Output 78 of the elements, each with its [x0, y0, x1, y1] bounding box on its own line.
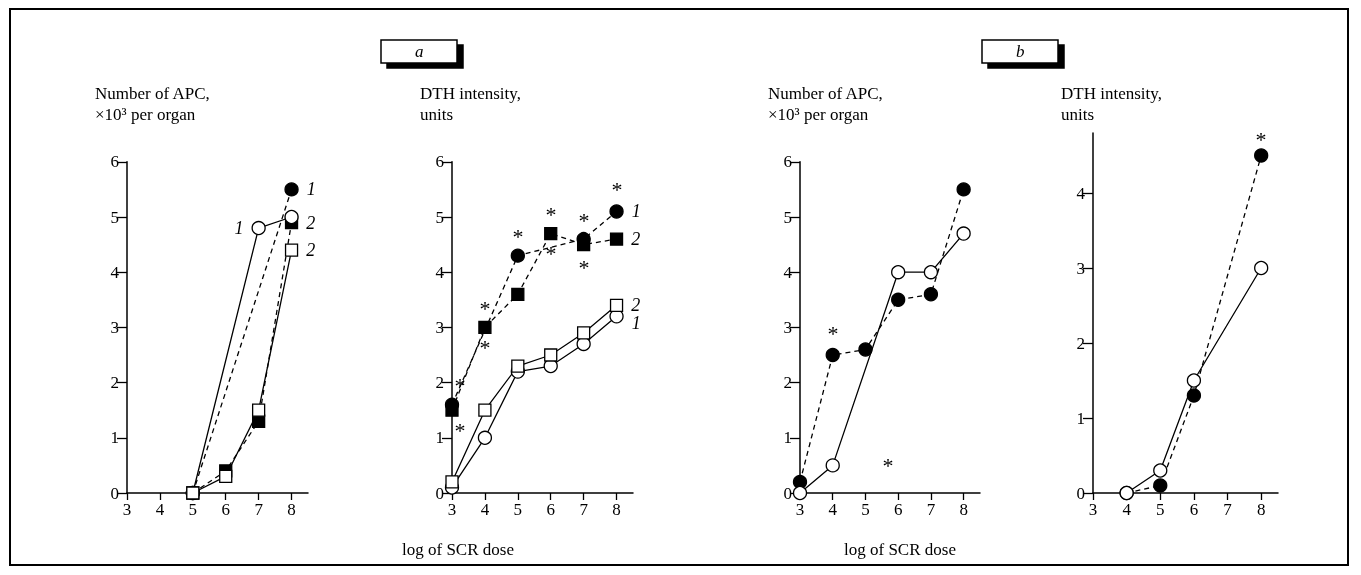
y-tick-label: 1 [110, 428, 119, 448]
y-tick-label: 3 [783, 317, 792, 337]
y-tick-label: 1 [783, 428, 792, 448]
y-tick-label: 5 [110, 207, 119, 227]
x-axis-title: log of SCR dose [844, 540, 956, 559]
y-tick-label: 5 [783, 207, 792, 227]
x-tick-label: 7 [926, 500, 936, 519]
annotation: * [479, 334, 491, 360]
annotation: * [545, 201, 557, 227]
y-tick-label: 4 [435, 262, 445, 282]
annotation: * [578, 254, 590, 280]
x-tick-label: 6 [1189, 500, 1199, 519]
x-tick-label: 3 [1088, 500, 1098, 519]
y-tick-label: 1 [1076, 408, 1085, 428]
y-tick-label: 2 [783, 373, 792, 393]
x-tick-label: 7 [254, 500, 264, 519]
x-tick-label: 5 [513, 500, 523, 519]
y-tick-label: 4 [1076, 183, 1086, 203]
y-axis-title: Number of APC, ×10³ per organ [768, 84, 883, 124]
x-tick-label: 4 [828, 500, 838, 519]
x-tick-label: 6 [546, 500, 555, 519]
x-tick-label: 8 [612, 500, 621, 519]
x-tick-label: 4 [155, 500, 165, 519]
x-tick-label: 3 [795, 500, 805, 519]
y-axis-title: DTH intensity, units [420, 84, 521, 124]
x-tick-label: 8 [1256, 500, 1266, 519]
annotation: * [827, 320, 839, 346]
x-tick-label: 8 [959, 500, 968, 519]
x-tick-label: 6 [221, 500, 230, 519]
x-tick-label: 4 [1122, 500, 1132, 519]
y-axis-title: DTH intensity, units [1061, 84, 1162, 124]
annotation: * [611, 176, 623, 202]
annotation: * [1255, 126, 1267, 152]
annotation: * [578, 207, 590, 233]
series-label: 2 [306, 240, 316, 261]
y-tick-label: 3 [435, 317, 444, 337]
annotation: * [512, 223, 524, 249]
y-tick-label: 2 [1076, 333, 1085, 353]
annotation: * [454, 417, 466, 443]
y-tick-label: 2 [110, 373, 119, 393]
series-label: 1 [306, 179, 316, 200]
y-tick-label: 1 [435, 428, 444, 448]
x-tick-label: 5 [188, 500, 198, 519]
x-tick-label: 4 [480, 500, 490, 519]
x-tick-label: 7 [579, 500, 589, 519]
chart-title: a [415, 42, 424, 61]
y-tick-label: 3 [1076, 258, 1085, 278]
series-label: 2 [631, 295, 641, 316]
x-tick-label: 3 [122, 500, 132, 519]
chart-title: b [1016, 42, 1025, 61]
x-tick-label: 6 [893, 500, 903, 519]
y-tick-label: 3 [110, 317, 119, 337]
series-label: 2 [631, 229, 641, 250]
y-tick-label: 0 [1076, 483, 1085, 503]
series-label: 1 [234, 218, 244, 239]
y-tick-label: 0 [783, 483, 792, 503]
x-axis-title: log of SCR dose [402, 540, 514, 559]
y-tick-label: 4 [110, 262, 120, 282]
series-label: 1 [631, 201, 641, 222]
y-axis-title: Number of APC, ×10³ per organ [95, 84, 210, 124]
y-tick-label: 0 [435, 483, 444, 503]
annotation: * [479, 295, 491, 321]
series-label: 2 [306, 212, 316, 233]
series-label: 1 [631, 313, 641, 334]
x-tick-label: 5 [861, 500, 870, 519]
y-tick-label: 2 [435, 373, 444, 393]
x-tick-label: 8 [287, 500, 296, 519]
x-tick-label: 5 [1156, 500, 1165, 519]
y-tick-label: 5 [435, 207, 444, 227]
y-tick-label: 4 [783, 262, 793, 282]
x-tick-label: 3 [447, 500, 457, 519]
y-tick-label: 6 [783, 152, 792, 172]
y-tick-label: 6 [110, 152, 119, 172]
x-tick-label: 7 [1223, 500, 1233, 519]
annotation: * [882, 452, 894, 478]
annotation: * [545, 240, 557, 266]
y-tick-label: 6 [435, 152, 444, 172]
y-tick-label: 0 [110, 483, 119, 503]
